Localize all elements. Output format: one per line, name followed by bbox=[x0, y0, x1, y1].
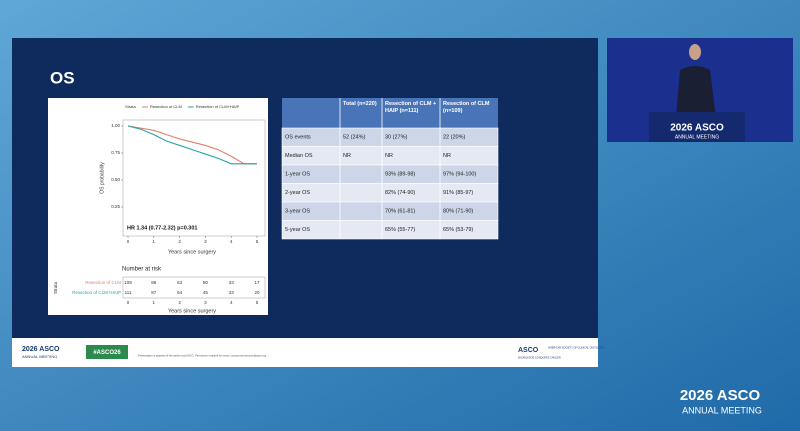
org-motto: KNOWLEDGE CONQUERS CANCER bbox=[518, 357, 561, 360]
x-axis-label: Years since surgery bbox=[168, 249, 216, 255]
table-cell: 97% (94-100) bbox=[443, 172, 476, 178]
podium-logo: 2026 ASCO bbox=[670, 123, 724, 134]
table-row-label: 5-year OS bbox=[285, 227, 310, 233]
risk-count: 20 bbox=[254, 290, 260, 295]
footer-logo: 2026 ASCO bbox=[22, 346, 60, 353]
table-cell: NR bbox=[385, 153, 393, 159]
risk-x-tick-label: 2 bbox=[178, 300, 181, 305]
x-tick-label: 1 bbox=[153, 239, 156, 244]
table-row-label: 1-year OS bbox=[285, 172, 310, 178]
y-axis-label: OS probability bbox=[99, 162, 105, 194]
risk-count: 33 bbox=[229, 290, 235, 295]
table-column-header: Resection of CLM (n=109) bbox=[443, 101, 490, 114]
corner-logo-sub: ANNUAL MEETING bbox=[682, 405, 762, 415]
table-row-label: Median OS bbox=[285, 153, 313, 159]
table-cell: 82% (74-90) bbox=[385, 190, 415, 196]
table-cell: 70% (61-81) bbox=[385, 209, 415, 215]
x-tick-label: 5 bbox=[256, 239, 259, 244]
table-cell: 22 (20%) bbox=[443, 135, 465, 141]
table-header-bg bbox=[282, 98, 498, 128]
table-cell: 80% (71-90) bbox=[443, 209, 473, 215]
corner-logo: 2026 ASCO bbox=[680, 387, 761, 404]
table-cell: NR bbox=[443, 153, 451, 159]
risk-x-tick-label: 1 bbox=[153, 300, 156, 305]
podium bbox=[649, 112, 745, 142]
footer-notice: Presentation is property of the author a… bbox=[138, 354, 267, 358]
risk-count: 86 bbox=[151, 280, 157, 285]
speaker-head bbox=[689, 44, 701, 60]
risk-x-tick-label: 0 bbox=[127, 300, 130, 305]
table-cell: 52 (24%) bbox=[343, 135, 365, 141]
speaker-body bbox=[676, 66, 716, 118]
risk-count: 109 bbox=[124, 280, 132, 285]
footer-logo-sub: ANNUAL MEETING bbox=[22, 354, 57, 359]
table-cell: 93% (89-98) bbox=[385, 172, 415, 178]
risk-row-label: Resection of CLM+HAIP bbox=[72, 290, 121, 295]
risk-count: 87 bbox=[151, 290, 157, 295]
table-cell: NR bbox=[343, 153, 351, 159]
table-cell: 65% (53-79) bbox=[443, 227, 473, 233]
hr-annotation: HR 1.34 (0.77-2.32) p=0.301 bbox=[127, 225, 197, 231]
y-tick-label: 0.75 bbox=[111, 150, 120, 155]
hashtag-badge bbox=[86, 345, 128, 359]
risk-count: 17 bbox=[254, 280, 260, 285]
table-row-label: OS events bbox=[285, 135, 311, 141]
podium-logo-sub: ANNUAL MEETING bbox=[675, 134, 719, 140]
chart-panel bbox=[48, 98, 268, 315]
risk-x-tick-label: 3 bbox=[204, 300, 207, 305]
hashtag: #ASCO26 bbox=[93, 350, 121, 356]
x-tick-label: 0 bbox=[127, 239, 130, 244]
risk-count: 64 bbox=[177, 290, 183, 295]
risk-count: 33 bbox=[229, 280, 235, 285]
risk-count: 50 bbox=[203, 280, 209, 285]
table-cell: 91% (85-97) bbox=[443, 190, 473, 196]
table-column-header: Total (n=220) bbox=[343, 101, 377, 107]
x-tick-label: 3 bbox=[204, 239, 207, 244]
org-name: AMERICAN SOCIETY OF CLINICAL ONCOLOGY bbox=[548, 347, 604, 350]
table-row-label: 3-year OS bbox=[285, 209, 310, 215]
slide-title: OS bbox=[50, 68, 75, 87]
risk-strata-label: Strata bbox=[53, 282, 58, 295]
legend-label: Resection of CLM+HAIP bbox=[196, 104, 240, 109]
table-row-bg bbox=[281, 220, 499, 240]
survival-curve bbox=[127, 125, 257, 165]
plot-frame bbox=[122, 119, 266, 237]
risk-frame bbox=[122, 276, 266, 299]
results-table: Total (n=220) Resection of CLM + HAIP (n=1… bbox=[281, 98, 499, 240]
table-cell: 30 (27%) bbox=[385, 135, 407, 141]
survival-curve bbox=[127, 125, 257, 165]
risk-x-axis-label: Years since surgery bbox=[168, 308, 216, 314]
y-tick-label: 1.00 bbox=[111, 123, 120, 128]
risk-count: 111 bbox=[125, 290, 132, 295]
y-tick-label: 0.50 bbox=[111, 177, 120, 182]
risk-x-tick-label: 4 bbox=[230, 300, 233, 305]
x-tick-label: 2 bbox=[178, 239, 181, 244]
risk-x-tick-label: 5 bbox=[256, 300, 259, 305]
table-column-header: Resection of CLM + HAIP (n=111) bbox=[385, 101, 436, 114]
table-cell: 65% (55-77) bbox=[385, 227, 415, 233]
risk-count: 45 bbox=[203, 290, 209, 295]
risk-row-label: Resection of CLM bbox=[85, 280, 121, 285]
org-logo: ASCO bbox=[518, 347, 539, 354]
risk-count: 63 bbox=[177, 280, 183, 285]
legend-label: Resection of CLM bbox=[150, 104, 182, 109]
legend-title: Strata bbox=[125, 104, 136, 109]
x-tick-label: 4 bbox=[230, 239, 233, 244]
y-tick-label: 0.25 bbox=[111, 204, 120, 209]
risk-title: Number at risk bbox=[122, 267, 162, 273]
table-row-label: 2-year OS bbox=[285, 190, 310, 196]
